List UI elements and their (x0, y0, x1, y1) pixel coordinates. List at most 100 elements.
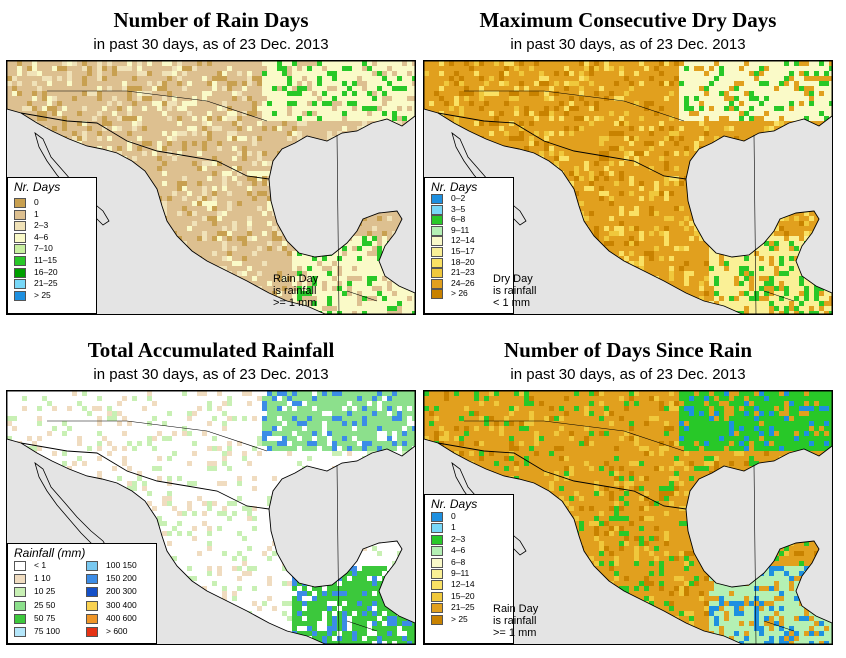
panel-title: Number of Days Since Rain (503, 338, 753, 362)
us-mexico-border (437, 112, 687, 180)
legend-label: 25 50 (34, 599, 56, 610)
legend-title: Nr. Days (431, 497, 478, 511)
map-rain-days: Nr. Days 0 1 2–3 4–6 7–10 11–15 16–20 21–25 > 25… (6, 60, 416, 315)
legend-swatch (431, 236, 443, 247)
legend-swatch (431, 557, 443, 568)
coastline (7, 61, 415, 314)
note-line: >= 1 mm (273, 297, 317, 309)
land-mass (424, 61, 832, 314)
legend-label: 12–14 (451, 579, 475, 590)
legend-swatch (431, 569, 443, 579)
coastline (424, 61, 832, 314)
legend-label: 400 600 (106, 612, 137, 623)
legend-label: 1 10 (34, 573, 51, 584)
legend-label: 11–15 (34, 255, 58, 265)
legend-swatch (431, 268, 443, 279)
us-mexico-border (20, 442, 270, 510)
legend-label: 21–23 (451, 267, 475, 278)
legend-swatch (14, 221, 26, 232)
legend-label: 15–20 (451, 590, 475, 601)
legend-swatch (86, 574, 98, 585)
legend-label: 9–11 (451, 224, 470, 235)
legend-label: 0 (34, 197, 39, 207)
panel-title: Number of Rain Days (113, 8, 309, 32)
legend-swatch (14, 613, 26, 624)
legend-swatch (431, 204, 443, 215)
legend-swatch (86, 627, 98, 637)
legend-swatch (14, 587, 26, 598)
legend-label: 50 75 (34, 612, 56, 623)
definition-note: Rain Day is rainfall >= 1 mm (493, 603, 538, 639)
legend-swatch (431, 278, 443, 289)
state-borders (464, 90, 795, 314)
legend-rain-days: Nr. Days 0 1 2–3 4–6 7–10 11–15 16–20 21–25 > 25 (7, 177, 97, 314)
legend-label: < 1 (34, 560, 47, 570)
legend-swatch (14, 244, 26, 255)
legend-label: 4–6 (451, 545, 466, 556)
legend-label: 15–17 (451, 246, 475, 256)
legend-label: 18–20 (451, 256, 475, 267)
legend-title: Nr. Days (431, 180, 478, 194)
legend-swatch (431, 614, 443, 625)
legend-swatch (14, 279, 26, 290)
legend-label: 1 (451, 522, 456, 533)
legend-swatch (431, 215, 443, 226)
note-line: < 1 mm (493, 297, 530, 309)
legend-label: 2–3 (451, 533, 466, 544)
legend-label: > 26 (451, 288, 468, 299)
panel-days-since-rain: Number of Days Since Rain in past 30 day… (423, 330, 833, 650)
panel-rain-days: Number of Rain Days in past 30 days, as … (6, 0, 416, 320)
legend-swatch (14, 256, 26, 266)
legend-label: 100 150 (106, 560, 137, 570)
legend-swatch (14, 561, 26, 571)
legend-rainfall: Rainfall (mm) < 1 1 10 10 25 25 50 50 75 75 1… (7, 543, 157, 644)
note-line: Dry Day (493, 273, 533, 285)
legend-label: 0–2 (451, 193, 466, 203)
legend-label: 21–25 (34, 278, 58, 289)
legend-swatch (14, 290, 26, 301)
legend-swatch (431, 225, 443, 236)
legend-title: Nr. Days (14, 180, 61, 194)
map-image (7, 391, 415, 644)
legend-label: 10 25 (34, 586, 56, 597)
note-line: is rainfall (273, 285, 317, 297)
map-total-rainfall: Rainfall (mm) < 1 1 10 10 25 25 50 50 75 75 1… (6, 390, 416, 645)
legend-swatch (14, 267, 26, 278)
legend-label: 3–5 (451, 203, 466, 214)
legend-swatch (431, 534, 443, 545)
note-line: is rainfall (493, 285, 537, 297)
panel-total-rainfall: Total Accumulated Rainfall in past 30 da… (6, 330, 416, 650)
legend-swatch (14, 600, 26, 611)
legend-label: 24–26 (451, 277, 475, 288)
legend-label: > 25 (34, 289, 51, 300)
legend-swatch (14, 209, 26, 220)
legend-label: 2–3 (34, 220, 49, 231)
legend-label: 300 400 (106, 599, 137, 610)
legend-swatch (431, 512, 443, 522)
note-line: Rain Day (493, 603, 539, 615)
us-mexico-border (437, 442, 687, 510)
us-mexico-border (20, 112, 270, 180)
map-image (7, 61, 415, 314)
legend-swatch (86, 600, 98, 611)
map-dry-days: Nr. Days 0–2 3–5 6–8 9–11 12–14 15–17 18–20 21–… (423, 60, 833, 315)
legend-swatch (431, 546, 443, 557)
legend-label: > 600 (106, 626, 128, 636)
legend-swatch (431, 580, 443, 591)
panel-title: Maximum Consecutive Dry Days (479, 8, 777, 32)
legend-swatch (431, 591, 443, 602)
legend-swatch (14, 232, 26, 243)
legend-swatch (431, 194, 443, 204)
panel-dry-days: Maximum Consecutive Dry Days in past 30 … (423, 0, 833, 320)
legend-label: 16–20 (34, 266, 58, 277)
map-image (424, 391, 832, 644)
state-borders (47, 90, 378, 314)
legend-label: 6–8 (451, 556, 466, 567)
legend-swatch (86, 587, 98, 598)
coastline (7, 391, 415, 644)
panel-subtitle: in past 30 days, as of 23 Dec. 2013 (510, 36, 746, 53)
state-borders (47, 420, 378, 644)
legend-swatch (14, 627, 26, 637)
legend-label: 7–10 (34, 243, 53, 254)
legend-swatch (431, 257, 443, 268)
